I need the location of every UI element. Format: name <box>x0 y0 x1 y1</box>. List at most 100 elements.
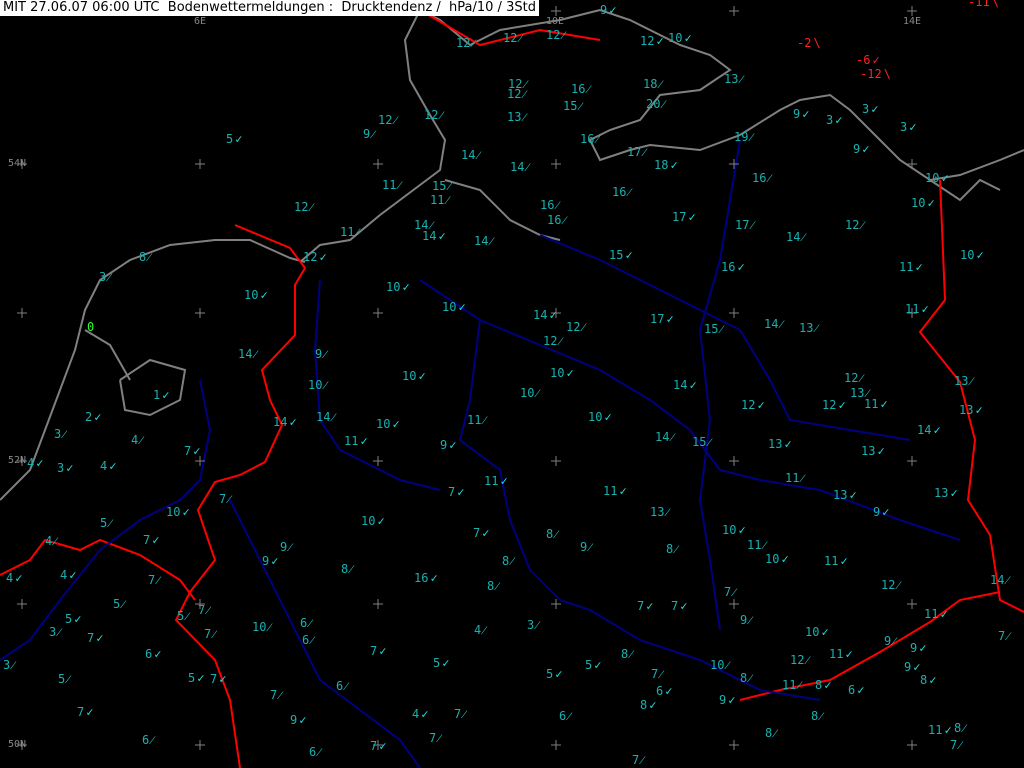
tendency-check-icon: ✓ <box>941 171 949 185</box>
station-reading: 18 ✓ <box>654 159 678 171</box>
pressure-tendency-value: 17 <box>650 312 665 326</box>
pressure-tendency-value: 10 <box>805 625 820 639</box>
tendency-rising-icon: ⁄ <box>207 603 210 617</box>
station-reading: 7 ⁄ <box>651 668 662 680</box>
pressure-tendency-value: 5 <box>226 132 234 146</box>
tendency-rising-icon: ⁄ <box>708 435 711 449</box>
station-reading: 7 ✓ <box>370 740 386 752</box>
tendency-check-icon: ✓ <box>684 31 692 45</box>
station-reading: 9 ✓ <box>904 661 920 673</box>
station-reading: 12 ⁄ <box>543 335 561 347</box>
tendency-check-icon: ✓ <box>162 388 170 402</box>
grid-label-14e: 14E <box>903 16 922 27</box>
pressure-tendency-value: 13 <box>833 488 848 502</box>
station-reading: 9 ✓ <box>873 506 889 518</box>
station-reading: 8 ⁄ <box>546 528 557 540</box>
station-reading: 19 ⁄ <box>734 131 752 143</box>
station-reading: 10 ✓ <box>442 301 466 313</box>
tendency-check-icon: ✓ <box>738 523 746 537</box>
pressure-tendency-value: 12 <box>507 87 522 101</box>
station-reading: 8 ⁄ <box>954 722 965 734</box>
pressure-tendency-value: 11 <box>467 413 482 427</box>
tendency-check-icon: ✓ <box>235 132 243 146</box>
tendency-rising-icon: ⁄ <box>350 562 353 576</box>
station-reading: 13 ⁄ <box>724 73 742 85</box>
tendency-rising-icon: ⁄ <box>67 672 70 686</box>
station-reading: 8 ⁄ <box>502 555 513 567</box>
tendency-rising-icon: ⁄ <box>332 410 335 424</box>
tendency-check-icon: ✓ <box>680 599 688 613</box>
station-reading: 4 ✓ <box>412 708 428 720</box>
pressure-tendency-value: 8 <box>811 709 819 723</box>
pressure-tendency-value: 9 <box>884 634 892 648</box>
pressure-tendency-value: 7 <box>148 573 156 587</box>
tendency-check-icon: ✓ <box>929 673 937 687</box>
station-reading: 7 ✓ <box>184 445 200 457</box>
pressure-tendency-value: 8 <box>487 579 495 593</box>
tendency-rising-icon: ⁄ <box>108 270 111 284</box>
pressure-tendency-value: 16 <box>414 571 429 585</box>
pressure-tendency-value: 16 <box>540 198 555 212</box>
tendency-rising-icon: ⁄ <box>579 99 582 113</box>
pressure-tendency-value: 11 <box>864 397 879 411</box>
station-reading: 9 ⁄ <box>363 128 374 140</box>
pressure-tendency-value: 10 <box>722 523 737 537</box>
pressure-tendency-value: 5 <box>188 671 196 685</box>
tendency-rising-icon: ⁄ <box>780 317 783 331</box>
station-reading: 14 ⁄ <box>510 161 528 173</box>
pressure-tendency-value: 10 <box>361 514 376 528</box>
station-reading: 2 ✓ <box>85 411 101 423</box>
station-reading: 6 ⁄ <box>302 634 313 646</box>
tendency-rising-icon: ⁄ <box>228 492 231 506</box>
tendency-check-icon: ✓ <box>757 398 765 412</box>
pressure-tendency-value: 4 <box>45 534 53 548</box>
pressure-tendency-value: 10 <box>520 386 535 400</box>
tendency-check-icon: ✓ <box>289 415 297 429</box>
tendency-rising-icon: ⁄ <box>151 733 154 747</box>
station-reading: 12 ✓ <box>640 35 664 47</box>
pressure-tendency-value: 7 <box>637 599 645 613</box>
pressure-tendency-value: 9 <box>440 438 448 452</box>
tendency-check-icon: ✓ <box>666 312 674 326</box>
pressure-tendency-value: 7 <box>998 629 1006 643</box>
pressure-tendency-value: 5 <box>100 516 108 530</box>
tendency-rising-icon: ⁄ <box>806 653 809 667</box>
station-reading: 9 ✓ <box>793 108 809 120</box>
station-reading: 6 ✓ <box>145 648 161 660</box>
tendency-check-icon: ✓ <box>802 107 810 121</box>
tendency-check-icon: ✓ <box>909 120 917 134</box>
pressure-tendency-value: 10 <box>911 196 926 210</box>
station-reading: 3 ✓ <box>900 121 916 133</box>
pressure-tendency-value: 10 <box>765 552 780 566</box>
station-reading: 12 ⁄ <box>507 88 525 100</box>
station-reading: 11 ⁄ <box>782 679 800 691</box>
tendency-check-icon: ✓ <box>377 514 385 528</box>
tendency-rising-icon: ⁄ <box>279 688 282 702</box>
pressure-tendency-value: 3 <box>527 618 535 632</box>
station-reading: 15 ⁄ <box>432 180 450 192</box>
station-reading: 14 ⁄ <box>990 574 1008 586</box>
pressure-tendency-value: 13 <box>959 403 974 417</box>
station-reading: 11 ✓ <box>928 724 952 736</box>
tendency-check-icon: ✓ <box>360 434 368 448</box>
station-reading: 3 ⁄ <box>3 659 14 671</box>
pressure-tendency-value: 15 <box>609 248 624 262</box>
tendency-check-icon: ✓ <box>915 260 923 274</box>
tendency-rising-icon: ⁄ <box>318 745 321 759</box>
tendency-rising-icon: ⁄ <box>311 633 314 647</box>
pressure-tendency-value: 9 <box>719 693 727 707</box>
tendency-rising-icon: ⁄ <box>477 148 480 162</box>
pressure-tendency-value: 10 <box>376 417 391 431</box>
tendency-rising-icon: ⁄ <box>963 721 966 735</box>
pressure-tendency-value: 11 <box>928 723 943 737</box>
station-reading: 7 ✓ <box>87 632 103 644</box>
tendency-rising-icon: ⁄ <box>820 709 823 723</box>
tendency-rising-icon: ⁄ <box>630 647 633 661</box>
pressure-tendency-value: 7 <box>270 688 278 702</box>
tendency-rising-icon: ⁄ <box>524 77 527 91</box>
tendency-rising-icon: ⁄ <box>861 218 864 232</box>
station-reading: 7 ⁄ <box>148 574 159 586</box>
tendency-check-icon: ✓ <box>857 683 865 697</box>
tendency-rising-icon: ⁄ <box>628 185 631 199</box>
pressure-tendency-value: 14 <box>461 148 476 162</box>
